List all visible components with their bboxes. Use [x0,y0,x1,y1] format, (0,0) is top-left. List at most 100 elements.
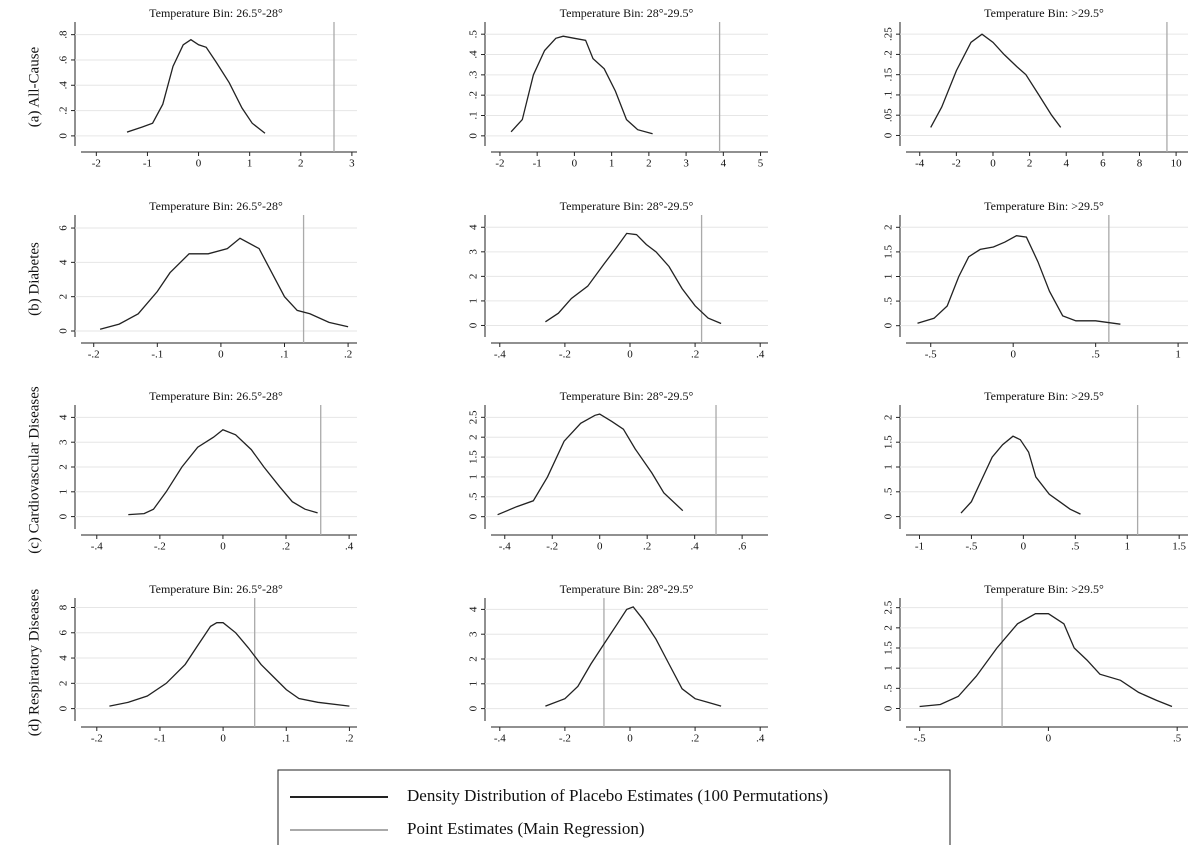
y-tick-label: 1 [468,474,480,480]
y-tick-label: 1.5 [883,435,895,449]
y-tick-label: 2 [468,434,480,440]
y-tick-label: 2 [883,225,895,231]
x-tick-label: -.2 [88,349,100,361]
x-tick-label: -.4 [499,541,511,553]
y-tick-label: .05 [883,108,895,122]
panel-title: Temperature Bin: >29.5° [984,582,1104,596]
panel-title: Temperature Bin: >29.5° [984,6,1104,20]
x-tick-label: 5 [758,158,764,170]
y-tick-label: 0 [883,132,895,138]
x-tick-label: -1 [915,541,924,553]
x-tick-label: .2 [643,541,651,553]
y-tick-label: 0 [58,513,70,519]
panel-title: Temperature Bin: 26.5°-28° [149,389,283,403]
x-tick-label: 2 [298,158,304,170]
x-tick-label: .1 [280,349,288,361]
panel-title: Temperature Bin: 26.5°-28° [149,199,283,213]
y-tick-label: 0 [58,705,70,711]
density-line [919,613,1173,708]
y-tick-label: 1.5 [468,450,480,464]
legend-box [277,769,951,845]
y-tick-label: 0 [468,705,480,711]
y-tick-label: .4 [58,81,70,90]
y-tick-label: 8 [58,604,70,610]
x-tick-label: 0 [1046,733,1052,745]
y-tick-label: 0 [883,322,895,328]
panel-title: Temperature Bin: 26.5°-28° [149,6,283,20]
y-tick-label: 1.5 [883,641,895,655]
y-tick-label: 0 [883,705,895,711]
y-tick-label: 2 [58,681,70,687]
y-tick-label: 1 [468,681,480,687]
density-line [99,237,349,330]
x-tick-label: 1 [247,158,253,170]
x-tick-label: -1 [143,158,152,170]
x-tick-label: 0 [627,349,633,361]
x-tick-label: 8 [1137,158,1143,170]
x-tick-label: .6 [738,541,747,553]
x-tick-label: -2 [92,158,101,170]
x-tick-label: 0 [218,349,224,361]
x-tick-label: 1.5 [1172,541,1186,553]
density-line [128,429,318,516]
x-tick-label: .4 [691,541,700,553]
y-tick-label: .5 [468,30,480,39]
panel-title: Temperature Bin: >29.5° [984,199,1104,213]
x-tick-label: -.5 [925,349,937,361]
y-tick-label: .1 [468,111,480,119]
x-tick-label: 0 [597,541,603,553]
y-tick-label: 0 [58,133,70,139]
density-line [510,35,653,135]
y-tick-label: 1 [883,665,895,671]
x-tick-label: 0 [990,158,996,170]
row-label: (a) All-Cause [26,46,42,127]
y-tick-label: .5 [883,684,895,693]
x-tick-label: .2 [691,349,699,361]
x-tick-label: -.5 [914,733,926,745]
x-tick-label: 1 [1124,541,1130,553]
x-tick-label: -.1 [151,349,163,361]
density-line [109,622,350,707]
x-tick-label: .2 [345,733,353,745]
y-tick-label: 2 [58,294,70,300]
row-label: (c) Cardiovascular Diseases [26,386,42,554]
x-tick-label: 1 [609,158,615,170]
y-tick-label: .4 [468,50,480,59]
density-line [930,33,1062,128]
y-tick-label: 4 [468,606,480,612]
density-line [497,413,684,516]
x-tick-label: -1 [533,158,542,170]
y-tick-label: .8 [58,30,70,39]
legend-label: Point Estimates (Main Regression) [407,819,645,838]
x-tick-label: 0 [627,733,633,745]
x-tick-label: .4 [756,349,765,361]
x-tick-label: 0 [220,541,226,553]
x-tick-label: 0 [1021,541,1027,553]
x-tick-label: -.2 [546,541,558,553]
y-tick-label: 1 [58,489,70,495]
density-line [545,232,722,325]
y-tick-label: 2 [468,274,480,280]
x-tick-label: 0 [572,158,578,170]
panel-title: Temperature Bin: 28°-29.5° [560,582,694,596]
x-tick-label: -.4 [494,733,506,745]
x-tick-label: -2 [952,158,961,170]
y-tick-label: .1 [883,91,895,99]
y-tick-label: 0 [468,513,480,519]
x-tick-label: 6 [1100,158,1106,170]
x-tick-label: 0 [220,733,226,745]
x-tick-label: -2 [495,158,504,170]
y-tick-label: 0 [468,322,480,328]
x-tick-label: 2 [1027,158,1033,170]
legend-label: Density Distribution of Placebo Estimate… [407,786,828,805]
x-tick-label: 1 [1175,349,1181,361]
y-tick-label: 1 [883,274,895,280]
y-tick-label: 2 [883,625,895,631]
panel-title: Temperature Bin: 28°-29.5° [560,6,694,20]
y-tick-label: 4 [58,414,70,420]
x-tick-label: -.4 [494,349,506,361]
x-tick-label: .4 [345,541,354,553]
x-tick-label: 4 [721,158,727,170]
y-tick-label: .5 [883,487,895,496]
row-label: (d) Respiratory Diseases [26,589,42,737]
